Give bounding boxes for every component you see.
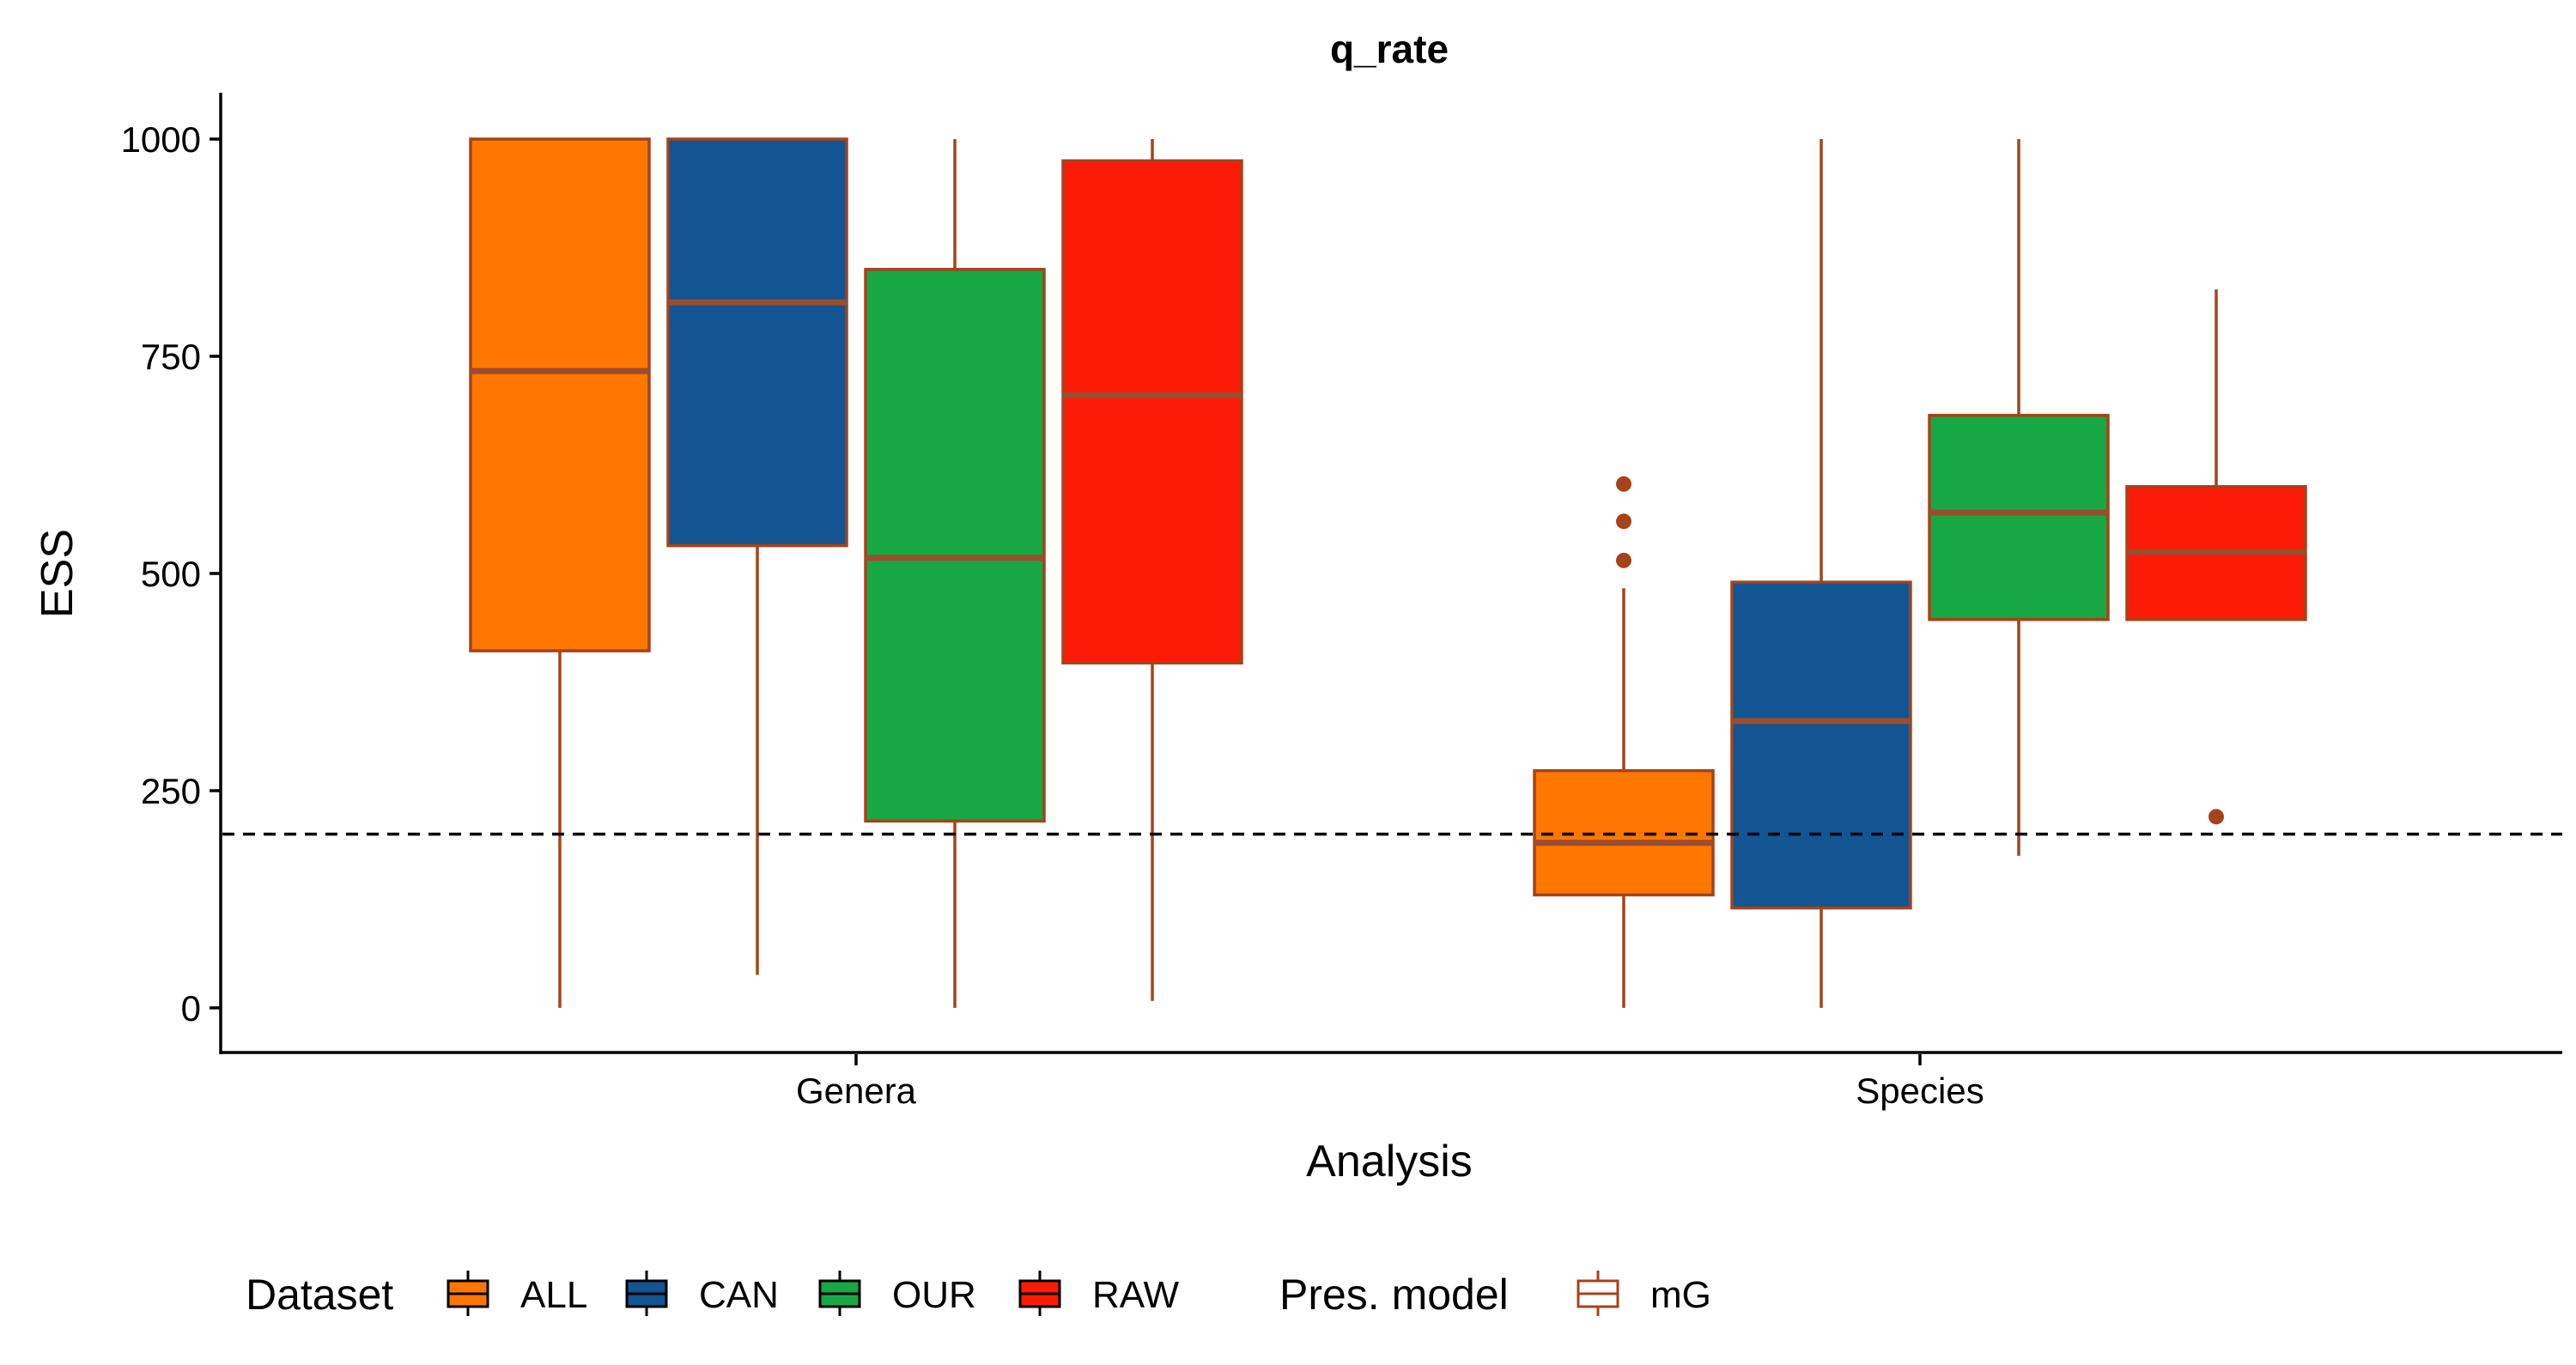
legend-key-all (447, 1271, 489, 1316)
outlier-point (2208, 809, 2224, 825)
y-axis-ticks: 0 250 500 750 1000 (121, 119, 221, 1028)
plot-area (222, 137, 2562, 1008)
chart-title: q_rate (1330, 27, 1449, 71)
outlier-point (1616, 476, 1631, 492)
legend-label-can: CAN (699, 1274, 779, 1316)
box-iqr (1730, 580, 1912, 910)
legend-label-mg: mG (1650, 1274, 1711, 1316)
box-our-genera (864, 139, 1046, 1008)
legend-label-our: OUR (892, 1274, 976, 1316)
y-tick-label: 750 (141, 337, 201, 377)
x-tick-label: Genera (796, 1071, 917, 1111)
box-all-genera (469, 137, 651, 1008)
box-raw-species (2125, 289, 2307, 825)
y-tick-label: 250 (141, 771, 201, 811)
box-can-species (1730, 139, 1912, 1008)
box-iqr (1928, 414, 2110, 622)
legend-key-our (818, 1271, 861, 1316)
box-our-species (1928, 139, 2110, 856)
y-tick-label: 0 (181, 988, 201, 1028)
box-all-species (1533, 476, 1715, 1008)
box-iqr (864, 268, 1046, 823)
legend-title-model: Pres. model (1279, 1271, 1509, 1319)
box-iqr (666, 137, 848, 548)
box-iqr (1061, 159, 1243, 664)
legend: Dataset ALL CAN OUR RAW Pres. model mG (246, 1271, 1711, 1319)
legend-label-raw: RAW (1092, 1274, 1179, 1316)
box-can-genera (666, 137, 848, 975)
box-raw-genera (1061, 139, 1243, 1001)
box-iqr (469, 137, 651, 652)
legend-key-can (625, 1271, 668, 1316)
outlier-point (1616, 513, 1631, 530)
x-tick-label: Species (1856, 1071, 1984, 1111)
y-axis-label: ESS (33, 529, 82, 618)
legend-model-entries: mG (1577, 1271, 1711, 1316)
x-axis-ticks: Genera Species (796, 1054, 1984, 1111)
legend-label-all: ALL (520, 1274, 587, 1316)
legend-key-raw (1018, 1271, 1061, 1316)
legend-dataset-entries: ALL CAN OUR RAW (447, 1271, 1179, 1316)
legend-title-dataset: Dataset (246, 1271, 393, 1319)
legend-key-mg (1577, 1271, 1619, 1316)
x-axis-label: Analysis (1306, 1137, 1473, 1186)
y-tick-label: 500 (141, 554, 201, 594)
y-tick-label: 1000 (121, 119, 201, 160)
outlier-point (1616, 552, 1631, 568)
